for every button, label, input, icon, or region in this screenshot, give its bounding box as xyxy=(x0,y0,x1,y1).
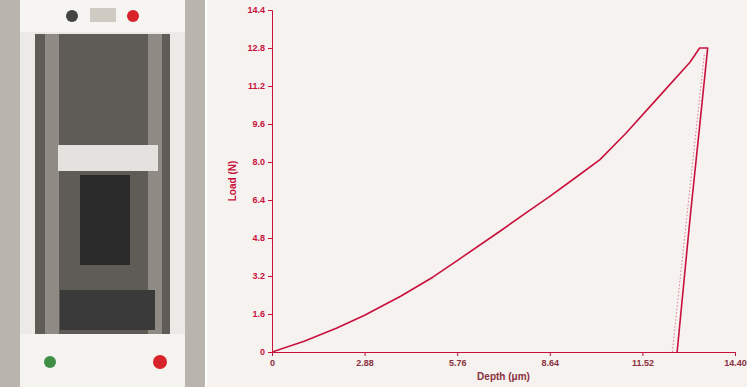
y-tick-label: 8.0 xyxy=(252,157,265,167)
button xyxy=(127,10,139,22)
y-tick-mark xyxy=(268,276,272,277)
y-tick: 0 xyxy=(260,347,272,357)
series-line xyxy=(672,53,704,352)
y-tick-mark xyxy=(268,10,272,11)
x-tick-label: 0 xyxy=(270,358,275,368)
x-axis: 0 2.88 5.76 8.64 11.52 14.40 xyxy=(270,352,747,368)
y-tick-mark xyxy=(268,314,272,315)
y-tick-label: 1.6 xyxy=(252,309,265,319)
button xyxy=(153,355,167,369)
y-tick-label: 9.6 xyxy=(252,119,265,129)
x-tick-label: 14.40 xyxy=(724,358,747,368)
y-axis-title: Load (N) xyxy=(227,161,238,202)
x-tick-mark xyxy=(735,352,736,356)
x-tick-label: 5.76 xyxy=(449,358,467,368)
x-axis-line xyxy=(273,353,736,357)
y-tick-mark xyxy=(268,200,272,201)
x-tick: 8.64 xyxy=(542,352,560,368)
y-tick: 11.2 xyxy=(248,81,272,91)
column xyxy=(45,34,59,334)
x-tick: 11.52 xyxy=(632,352,654,368)
x-tick-mark xyxy=(365,352,366,356)
instrument-photo xyxy=(0,0,205,387)
y-tick: 6.4 xyxy=(252,195,272,205)
column xyxy=(148,34,162,334)
x-tick: 2.88 xyxy=(356,352,374,368)
plot-area xyxy=(272,48,708,352)
y-tick: 8.0 xyxy=(252,157,272,167)
y-tick-mark xyxy=(268,162,272,163)
y-tick: 4.8 xyxy=(252,233,272,243)
x-tick: 14.40 xyxy=(724,352,747,368)
series-line xyxy=(272,48,708,352)
button xyxy=(66,10,78,22)
y-tick: 12.8 xyxy=(247,43,272,53)
y-tick: 9.6 xyxy=(252,119,272,129)
x-tick: 0 xyxy=(270,352,275,368)
base xyxy=(20,334,185,387)
x-tick-label: 2.88 xyxy=(356,358,374,368)
y-tick: 3.2 xyxy=(252,271,272,281)
y-tick-mark xyxy=(268,48,272,49)
y-axis: 0 1.6 3.2 4.8 6.4 8.0 9.6 11.2 12.8 14.4 xyxy=(247,5,272,357)
y-tick-mark xyxy=(268,352,272,353)
y-tick-mark xyxy=(268,124,272,125)
x-tick-label: 11.52 xyxy=(632,358,654,368)
frame-inner xyxy=(35,34,170,334)
y-tick-label: 6.4 xyxy=(252,195,265,205)
y-tick: 1.6 xyxy=(252,309,272,319)
cabinet-top xyxy=(20,0,185,32)
x-tick-mark xyxy=(642,352,643,356)
button xyxy=(44,356,56,368)
y-tick-label: 3.2 xyxy=(252,271,265,281)
logo-plate xyxy=(90,8,116,22)
x-tick-mark xyxy=(550,352,551,356)
y-tick-label: 0 xyxy=(260,347,265,357)
x-axis-title: Depth (μm) xyxy=(477,371,530,382)
y-tick-label: 4.8 xyxy=(252,233,265,243)
y-tick: 14.4 xyxy=(247,5,272,15)
x-tick-label: 8.64 xyxy=(542,358,560,368)
y-tick-label: 12.8 xyxy=(247,43,265,53)
head xyxy=(80,175,130,265)
y-tick-label: 14.4 xyxy=(247,5,265,15)
photo-bg xyxy=(0,0,205,387)
y-axis-line xyxy=(268,11,273,353)
controller xyxy=(58,145,158,171)
y-tick-mark xyxy=(268,238,272,239)
stage xyxy=(60,290,155,330)
x-tick: 5.76 xyxy=(449,352,467,368)
y-tick-label: 11.2 xyxy=(248,81,265,91)
y-tick-mark xyxy=(268,86,272,87)
chart-background xyxy=(207,0,747,387)
x-tick-mark xyxy=(457,352,458,356)
cabinet xyxy=(20,0,185,387)
